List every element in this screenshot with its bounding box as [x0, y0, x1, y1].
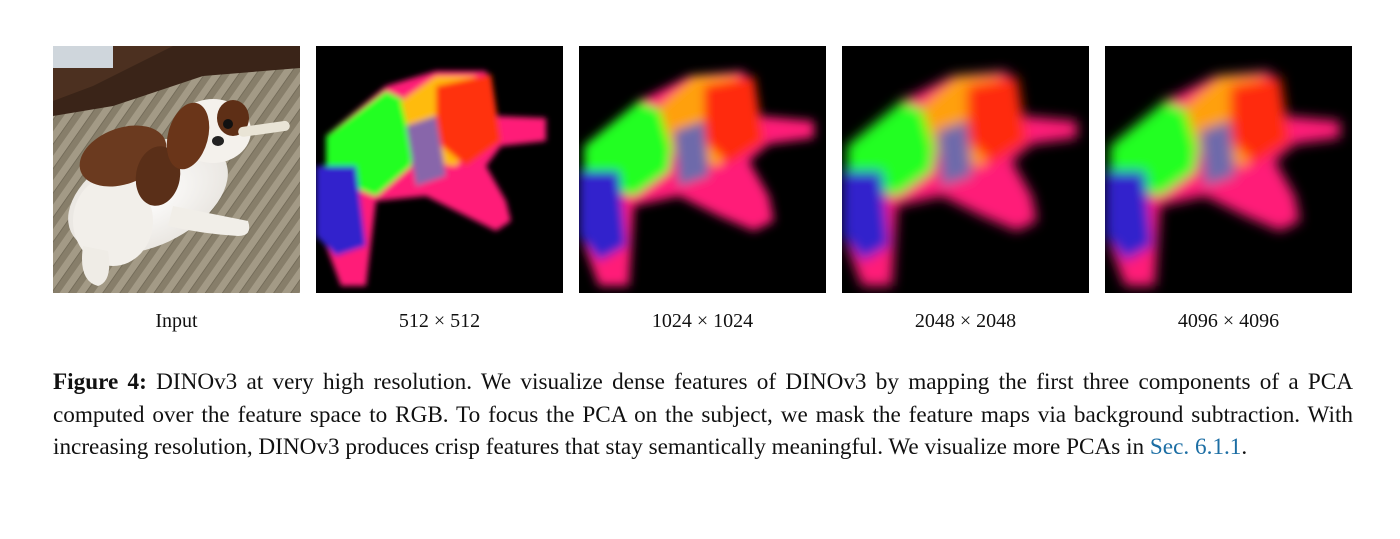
pca-panel-4096 [1105, 46, 1352, 293]
section-reference-link[interactable]: Sec. 6.1.1 [1149, 434, 1242, 460]
pca-feature-map-1024 [579, 46, 826, 293]
panel-label-1024: 1024 × 1024 [651, 310, 754, 332]
caption-text: DINOv3 at very high resolution. We visua… [53, 369, 1354, 460]
panel-label-512: 512 × 512 [398, 310, 481, 332]
pca-panel-2048 [842, 46, 1089, 293]
dog-photo-image [53, 46, 300, 293]
pca-panel-512 [316, 46, 563, 293]
figure-number: Figure 4: [53, 369, 147, 395]
panel-label-2048: 2048 × 2048 [914, 310, 1017, 332]
panel-label-4096: 4096 × 4096 [1177, 310, 1280, 332]
pca-feature-map-4096 [1105, 46, 1352, 293]
pca-panel-1024 [579, 46, 826, 293]
caption-end: . [1241, 434, 1248, 460]
pca-feature-map-2048 [842, 46, 1089, 293]
input-photo-panel [53, 46, 300, 293]
panel-label-input: Input [155, 310, 198, 332]
figure-caption: Figure 4: DINOv3 at very high resolution… [53, 366, 1353, 464]
pca-feature-map-512 [316, 46, 563, 293]
